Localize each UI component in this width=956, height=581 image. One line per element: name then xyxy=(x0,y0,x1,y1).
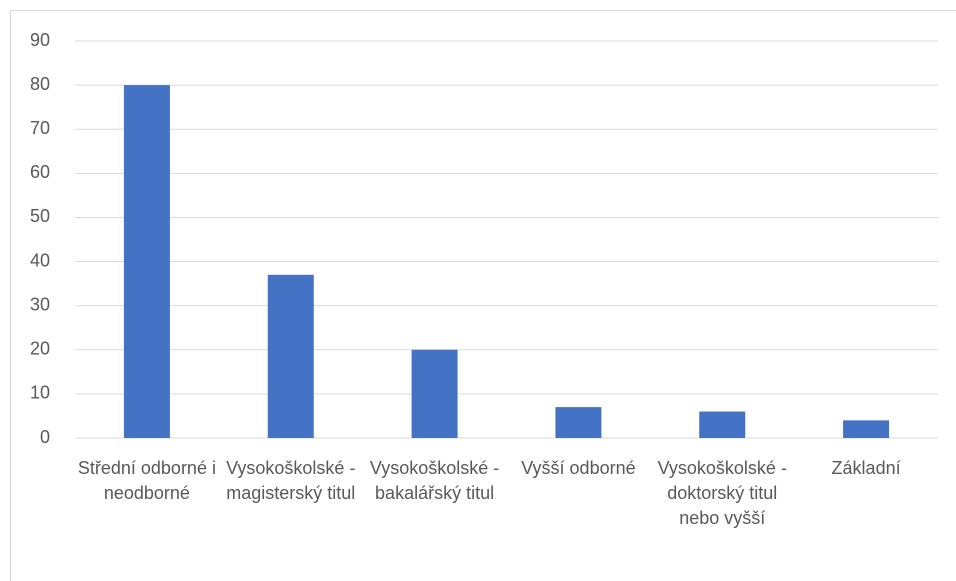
y-tick-label: 60 xyxy=(30,162,50,182)
x-tick-label: Střední odborné i neodborné xyxy=(77,458,216,503)
bar xyxy=(267,274,314,438)
x-tick-label: Základní xyxy=(831,458,901,478)
y-tick-label: 50 xyxy=(30,206,50,226)
bar xyxy=(123,85,170,438)
y-tick-label: 40 xyxy=(30,250,50,270)
bar xyxy=(843,420,890,438)
x-tick-label: Vyšší odborné xyxy=(521,458,636,478)
bar xyxy=(411,349,458,438)
bar xyxy=(555,407,602,438)
bar xyxy=(699,411,746,438)
y-tick-label: 30 xyxy=(30,294,50,314)
x-tick-label: Vysokoškolské - bakalářský titul xyxy=(369,458,500,503)
y-tick-label: 0 xyxy=(40,427,50,447)
x-tick-label: Vysokoškolské - magisterský titul xyxy=(226,458,356,503)
y-tick-label: 90 xyxy=(30,30,50,50)
chart-border xyxy=(10,10,956,581)
y-tick-label: 10 xyxy=(30,383,50,403)
y-tick-label: 20 xyxy=(30,339,50,359)
x-tick-label: Vysokoškolské - doktorský titul nebo vyš… xyxy=(657,458,787,528)
y-tick-label: 70 xyxy=(30,118,50,138)
y-tick-label: 80 xyxy=(30,74,50,94)
